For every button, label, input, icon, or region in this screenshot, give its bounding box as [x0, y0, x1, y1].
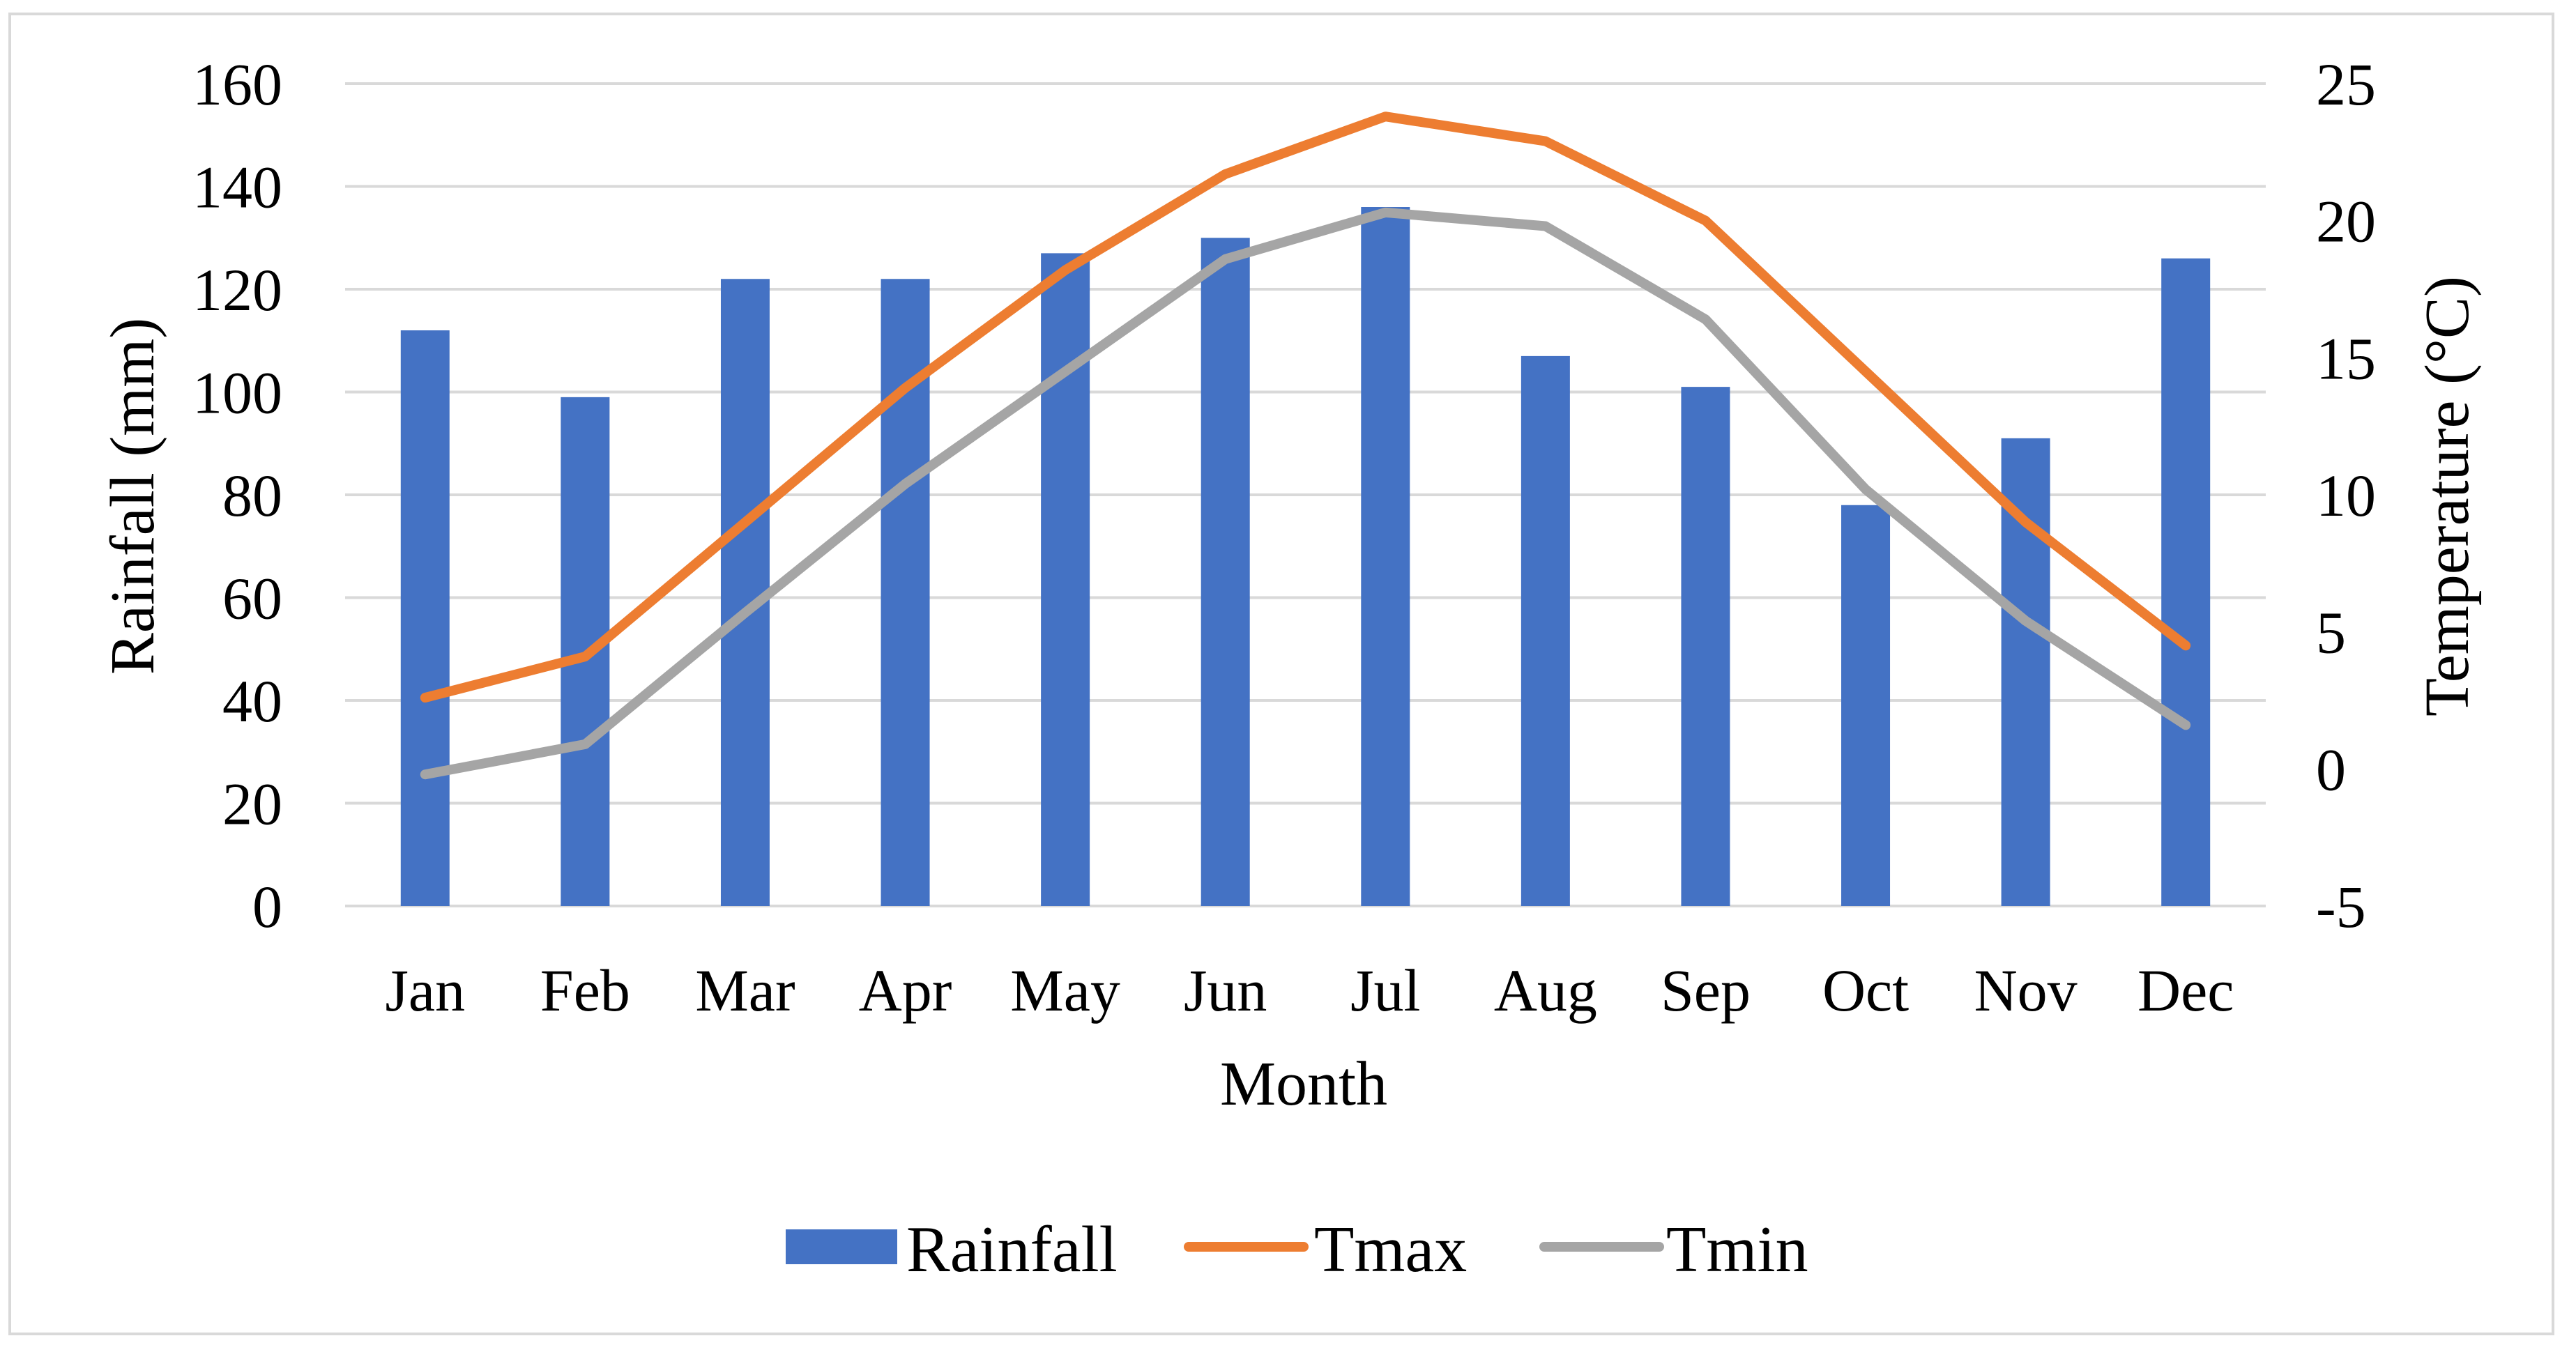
x-axis-title: Month: [1220, 1050, 1387, 1119]
legend-swatch-rainfall: [786, 1229, 897, 1264]
left-tick-label: 120: [192, 256, 282, 323]
rainfall-bar: [720, 279, 770, 906]
x-tick-label: Mar: [695, 957, 795, 1024]
legend-label-tmax: Tmax: [1314, 1213, 1467, 1286]
x-tick-label: Apr: [859, 957, 952, 1024]
x-tick-label: Feb: [540, 957, 630, 1024]
x-tick-label: May: [1010, 957, 1120, 1024]
right-tick-label: 20: [2316, 188, 2376, 255]
right-tick-label: 15: [2316, 325, 2376, 392]
rainfall-bar: [1521, 355, 1570, 906]
rainfall-bar: [2161, 258, 2211, 906]
left-tick-label: 160: [192, 51, 282, 118]
right-tick-label: 25: [2316, 51, 2376, 118]
x-tick-label: Sep: [1661, 957, 1751, 1024]
right-axis-title: Temperature (°C): [2413, 276, 2482, 716]
legend-label-rainfall: Rainfall: [906, 1213, 1118, 1286]
rainfall-bar: [1361, 207, 1410, 906]
x-tick-label: Oct: [1822, 957, 1909, 1024]
temperature-lines: [420, 112, 2191, 780]
x-tick-label: Jul: [1350, 957, 1420, 1024]
tmax-line: [420, 112, 2191, 703]
rainfall-bars: [400, 207, 2211, 906]
rainfall-bar: [400, 330, 450, 906]
x-tick-label: Nov: [1974, 957, 2078, 1024]
left-tick-label: 0: [252, 873, 282, 940]
left-axis-title: Rainfall (mm): [98, 318, 167, 675]
rainfall-bar: [1201, 238, 1250, 906]
legend: Rainfall Tmax Tmin: [786, 1213, 1808, 1286]
right-tick-label: 0: [2316, 736, 2346, 803]
rainfall-bar: [1041, 253, 1090, 906]
tmin-line: [420, 207, 2191, 780]
gridlines: [345, 82, 2266, 907]
left-tick-label: 20: [222, 771, 282, 838]
x-tick-label: Jun: [1184, 957, 1267, 1024]
rainfall-bar: [1681, 387, 1730, 906]
left-tick-label: 60: [222, 565, 282, 632]
x-tick-label: Jan: [385, 957, 465, 1024]
right-tick-label: 10: [2316, 462, 2376, 529]
legend-label-tmin: Tmin: [1666, 1213, 1808, 1286]
right-tick-label: -5: [2316, 873, 2366, 940]
left-axis-ticks: 0 20 40 60 80 100 120 140 160: [192, 51, 282, 940]
x-tick-label: Dec: [2137, 957, 2234, 1024]
left-tick-label: 140: [192, 154, 282, 221]
x-axis-ticks: Jan Feb Mar Apr May Jun Jul Aug Sep Oct Nov Dec: [385, 957, 2234, 1024]
rainfall-bar: [1841, 505, 1891, 906]
x-tick-label: Aug: [1494, 957, 1597, 1024]
left-tick-label: 100: [192, 360, 282, 427]
right-axis-ticks: -5 0 5 10 15 20 25: [2316, 51, 2376, 940]
right-tick-label: 5: [2316, 599, 2346, 666]
left-tick-label: 40: [222, 668, 282, 735]
left-tick-label: 80: [222, 462, 282, 529]
